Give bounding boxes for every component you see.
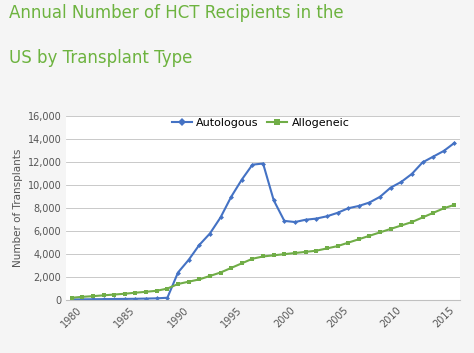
- Allogeneic: [419, 215, 425, 220]
- Allogeneic: [452, 203, 457, 207]
- Allogeneic: [271, 253, 276, 257]
- Autologous: [282, 219, 287, 223]
- Allogeneic: [218, 270, 223, 275]
- Autologous: [324, 214, 330, 219]
- Allogeneic: [366, 234, 372, 238]
- Y-axis label: Number of Transplants: Number of Transplants: [13, 149, 23, 268]
- Autologous: [260, 161, 266, 166]
- Autologous: [292, 220, 298, 224]
- Allogeneic: [196, 277, 202, 282]
- Autologous: [80, 297, 85, 301]
- Allogeneic: [186, 280, 191, 284]
- Autologous: [122, 297, 128, 301]
- Autologous: [239, 178, 245, 182]
- Autologous: [419, 160, 425, 164]
- Allogeneic: [324, 246, 330, 251]
- Allogeneic: [388, 227, 393, 231]
- Autologous: [69, 297, 74, 301]
- Allogeneic: [335, 244, 340, 248]
- Allogeneic: [356, 237, 362, 241]
- Allogeneic: [80, 295, 85, 299]
- Autologous: [218, 215, 223, 220]
- Autologous: [335, 211, 340, 215]
- Autologous: [111, 297, 117, 301]
- Allogeneic: [239, 261, 245, 265]
- Autologous: [271, 198, 276, 202]
- Allogeneic: [164, 287, 170, 291]
- Allogeneic: [111, 292, 117, 297]
- Autologous: [366, 201, 372, 205]
- Autologous: [399, 180, 404, 184]
- Autologous: [207, 232, 213, 236]
- Allogeneic: [90, 294, 96, 298]
- Allogeneic: [143, 290, 149, 294]
- Autologous: [313, 216, 319, 221]
- Autologous: [196, 243, 202, 247]
- Allogeneic: [399, 223, 404, 228]
- Autologous: [154, 296, 160, 300]
- Allogeneic: [69, 296, 74, 300]
- Allogeneic: [377, 230, 383, 234]
- Allogeneic: [228, 266, 234, 270]
- Allogeneic: [122, 292, 128, 296]
- Allogeneic: [303, 250, 309, 254]
- Autologous: [345, 206, 351, 210]
- Allogeneic: [260, 254, 266, 258]
- Line: Allogeneic: Allogeneic: [70, 203, 456, 300]
- Autologous: [133, 297, 138, 301]
- Allogeneic: [250, 257, 255, 261]
- Autologous: [143, 297, 149, 301]
- Autologous: [377, 195, 383, 199]
- Autologous: [388, 185, 393, 190]
- Allogeneic: [313, 249, 319, 253]
- Autologous: [186, 258, 191, 262]
- Allogeneic: [101, 293, 107, 298]
- Autologous: [303, 217, 309, 222]
- Allogeneic: [175, 282, 181, 286]
- Autologous: [430, 155, 436, 159]
- Line: Autologous: Autologous: [70, 141, 456, 301]
- Autologous: [409, 172, 415, 176]
- Autologous: [441, 149, 447, 153]
- Autologous: [356, 204, 362, 208]
- Allogeneic: [292, 251, 298, 255]
- Autologous: [175, 270, 181, 275]
- Autologous: [164, 296, 170, 300]
- Allogeneic: [441, 206, 447, 210]
- Legend: Autologous, Allogeneic: Autologous, Allogeneic: [167, 113, 354, 132]
- Allogeneic: [282, 252, 287, 256]
- Text: US by Transplant Type: US by Transplant Type: [9, 49, 193, 67]
- Autologous: [101, 297, 107, 301]
- Autologous: [228, 195, 234, 199]
- Autologous: [250, 162, 255, 167]
- Allogeneic: [430, 211, 436, 215]
- Allogeneic: [133, 291, 138, 295]
- Allogeneic: [207, 274, 213, 278]
- Autologous: [90, 297, 96, 301]
- Autologous: [452, 141, 457, 145]
- Allogeneic: [409, 220, 415, 224]
- Text: Annual Number of HCT Recipients in the: Annual Number of HCT Recipients in the: [9, 4, 344, 22]
- Allogeneic: [345, 241, 351, 245]
- Allogeneic: [154, 289, 160, 293]
